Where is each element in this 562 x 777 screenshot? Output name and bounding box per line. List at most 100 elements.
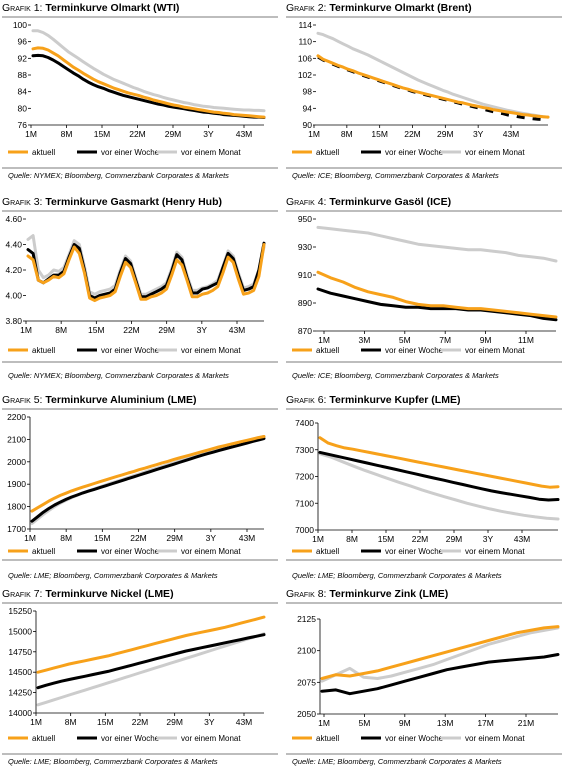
- series-aktuell: [30, 435, 266, 513]
- y-tick-label: 950: [298, 214, 312, 224]
- y-tick-label: 14500: [8, 667, 32, 677]
- y-tick-label: 100: [13, 20, 27, 30]
- x-tick-label: 29M: [158, 325, 175, 335]
- chart-title: Grafik 6: Terminkurve Kupfer (LME): [286, 393, 562, 407]
- gasoil-chart: 870 890 910 930 950 1M 3M 5M 7M 9M 11M aktuell vor e…: [292, 214, 558, 355]
- y-tick-label: 870: [298, 326, 312, 336]
- x-tick-label: 15M: [371, 129, 388, 139]
- chart-panel-aluminium: Grafik 5: Terminkurve Aluminium (LME) 17…: [2, 393, 278, 583]
- y-tick-label: 80: [18, 103, 28, 113]
- y-tick-label: 114: [298, 20, 312, 30]
- title-prefix: Grafik 2:: [286, 2, 327, 14]
- y-tick-label: 2100: [297, 646, 316, 656]
- series-vor-einer-woche: [320, 653, 560, 696]
- brent-chart: 90 94 98 102 106 110 114 1M 8M 15M 22M 29M 3Y 43M aktu…: [292, 20, 550, 157]
- legend-label: vor einer Woche: [101, 346, 160, 355]
- title-prefix: Grafik 4:: [286, 196, 327, 208]
- y-tick-label: 98: [303, 87, 313, 97]
- title-main: Terminkurve Zink (LME): [326, 588, 449, 600]
- chart-title: Grafik 3: Terminkurve Gasmarkt (Henry Hu…: [2, 195, 278, 209]
- y-tick-label: 1900: [7, 479, 26, 489]
- y-tick-label: 7400: [295, 418, 314, 428]
- x-tick-label: 43M: [229, 325, 246, 335]
- series-aktuell: [318, 436, 560, 489]
- x-tick-label: 3Y: [206, 533, 217, 543]
- x-tick-label: 43M: [514, 534, 531, 544]
- y-tick-label: 890: [298, 298, 312, 308]
- series-aktuell: [316, 270, 558, 319]
- chart-title: Grafik 8: Terminkurve Zink (LME): [286, 587, 562, 601]
- y-tick-label: 76: [18, 120, 28, 130]
- legend-label: vor einer Woche: [385, 148, 444, 157]
- aluminium-chart: 1700 1800 1900 2000 2100 2200 1M 8M 15M 22M 29M 3Y 4…: [7, 412, 266, 556]
- x-tick-label: 9M: [480, 335, 492, 345]
- legend-label: vor einer Woche: [385, 547, 444, 556]
- x-tick-label: 22M: [123, 325, 140, 335]
- legend-label: aktuell: [32, 346, 55, 355]
- x-tick-label: 22M: [129, 129, 146, 139]
- x-tick-label: 8M: [55, 325, 67, 335]
- x-tick-label: 3Y: [197, 325, 208, 335]
- y-tick-label: 102: [298, 70, 312, 80]
- y-tick-label: 7100: [295, 498, 314, 508]
- series-vor-einem-monat: [316, 225, 558, 263]
- top-rule: [2, 210, 278, 212]
- series-aktuell: [26, 243, 266, 303]
- x-tick-label: 8M: [346, 534, 358, 544]
- bottom-rule: [2, 559, 278, 561]
- y-tick-label: 110: [298, 37, 312, 47]
- title-prefix: Grafik 8:: [286, 588, 327, 600]
- bottom-rule: [286, 167, 562, 169]
- x-tick-label: 22M: [130, 533, 147, 543]
- y-tick-label: 910: [298, 270, 312, 280]
- chart-title: Grafik 4: Terminkurve Gasöl (ICE): [286, 195, 562, 209]
- x-tick-label: 8M: [341, 129, 353, 139]
- x-tick-label: 5M: [399, 335, 411, 345]
- x-tick-label: 21M: [518, 718, 535, 728]
- source-note: Quelle: NYMEX; Bloomberg, Commerzbank Co…: [8, 171, 229, 180]
- chart-title: Grafik 1: Terminkurve Olmarkt (WTI): [2, 1, 278, 15]
- x-tick-label: 29M: [165, 129, 182, 139]
- source-note: Quelle: ICE; Bloomberg, Commerzbank Corp…: [292, 371, 499, 380]
- x-tick-label: 3Y: [473, 129, 484, 139]
- legend-label: aktuell: [32, 547, 55, 556]
- x-tick-label: 15M: [378, 534, 395, 544]
- x-tick-label: 1M: [24, 533, 36, 543]
- x-tick-label: 1M: [308, 129, 320, 139]
- bottom-rule: [286, 559, 562, 561]
- y-tick-label: 14000: [8, 708, 32, 718]
- chart-panel-brent: Grafik 2: Terminkurve Olmarkt (Brent) 90…: [286, 1, 562, 191]
- x-tick-label: 29M: [446, 534, 463, 544]
- x-tick-label: 43M: [236, 129, 253, 139]
- y-tick-label: 1700: [7, 524, 26, 534]
- x-tick-label: 43M: [239, 533, 256, 543]
- y-tick-label: 4.60: [5, 214, 22, 224]
- x-tick-label: 17M: [477, 718, 494, 728]
- y-tick-label: 96: [18, 37, 28, 47]
- chart-panel-henry-hub: Grafik 3: Terminkurve Gasmarkt (Henry Hu…: [2, 195, 278, 385]
- title-main: Terminkurve Kupfer (LME): [326, 394, 461, 406]
- y-tick-label: 4.00: [5, 291, 22, 301]
- series-vor-einem-monat: [30, 435, 266, 525]
- chart-panel-zink: Grafik 8: Terminkurve Zink (LME) 2050 207…: [286, 587, 562, 777]
- bottom-rule: [2, 753, 278, 755]
- title-main: Terminkurve Nickel (LME): [42, 588, 174, 600]
- nickel-chart: 14000 14250 14500 14750 15000 15250 1M 8M 15M 22M…: [8, 606, 266, 743]
- top-rule: [286, 602, 562, 604]
- title-main: Terminkurve Aluminium (LME): [42, 394, 197, 406]
- title-main: Terminkurve Olmarkt (WTI): [42, 2, 180, 14]
- x-tick-label: 43M: [236, 717, 253, 727]
- y-tick-label: 2200: [7, 412, 26, 422]
- x-tick-label: 3Y: [204, 717, 215, 727]
- y-tick-label: 94: [303, 103, 313, 113]
- legend-label: aktuell: [316, 547, 339, 556]
- y-tick-label: 15250: [8, 606, 32, 616]
- series-vor-einem-monat: [26, 234, 266, 296]
- title-prefix: Grafik 6:: [286, 394, 327, 406]
- x-tick-label: 11M: [518, 335, 534, 345]
- top-rule: [286, 408, 562, 410]
- y-tick-label: 4.40: [5, 240, 22, 250]
- legend-label: aktuell: [316, 346, 339, 355]
- legend-label: vor einer Woche: [101, 734, 160, 743]
- x-tick-label: 5M: [358, 718, 370, 728]
